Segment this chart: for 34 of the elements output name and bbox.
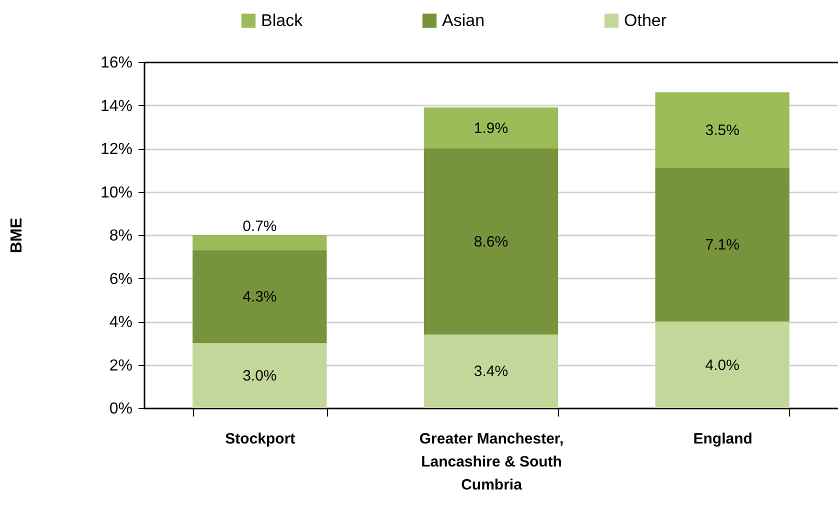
y-tick-label: 14% — [100, 98, 132, 115]
y-axis-title: BME — [8, 217, 26, 254]
y-tick-label: 16% — [100, 54, 132, 72]
bar — [655, 168, 790, 322]
y-tick-label: 8% — [109, 228, 132, 244]
x-tick-label: England — [693, 430, 752, 448]
legend-label: Other — [624, 10, 667, 30]
data-label: 8.6% — [474, 233, 508, 250]
data-label: 4.3% — [242, 288, 277, 306]
y-tick-label: 0% — [109, 400, 132, 418]
x-tick-label: Stockport — [225, 430, 296, 448]
data-label: 7.1% — [705, 236, 740, 254]
data-label: 3.5% — [705, 122, 740, 140]
y-tick-label: 4% — [109, 314, 132, 331]
legend-label: Asian — [442, 10, 485, 30]
bar — [655, 92, 790, 168]
bar — [192, 235, 327, 250]
y-tick-label: 6% — [109, 270, 132, 288]
y-tick-label: 2% — [109, 357, 132, 374]
bar — [424, 107, 558, 148]
y-tick-label: 10% — [100, 184, 132, 202]
x-tick-label: Greater Manchester, Lancashire & South Cumbria — [419, 430, 564, 494]
data-label: 3.0% — [242, 368, 277, 385]
bar — [655, 322, 790, 408]
bar — [192, 250, 327, 344]
legend-label: Black — [261, 10, 304, 30]
bar — [424, 148, 558, 334]
y-tick-label: 12% — [100, 141, 132, 158]
bar — [424, 334, 558, 408]
bar — [192, 343, 327, 408]
data-label: 4.0% — [705, 356, 740, 374]
data-label: 0.7% — [242, 218, 277, 235]
data-label: 1.9% — [474, 120, 508, 137]
data-label: 3.4% — [474, 363, 508, 380]
